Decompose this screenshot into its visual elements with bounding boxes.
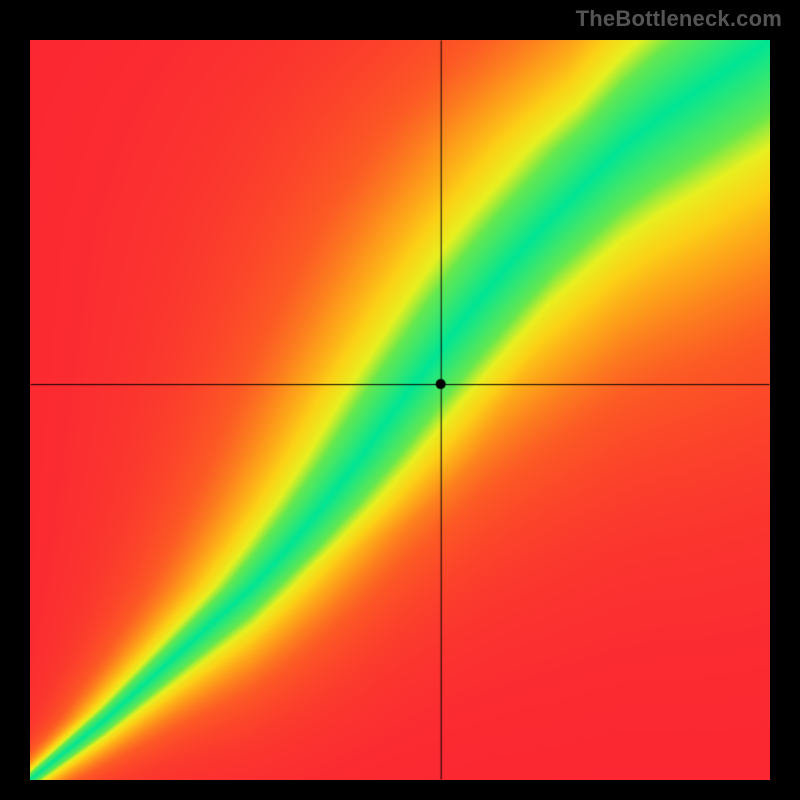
watermark-text: TheBottleneck.com [576, 6, 782, 32]
bottleneck-heatmap [30, 40, 770, 780]
